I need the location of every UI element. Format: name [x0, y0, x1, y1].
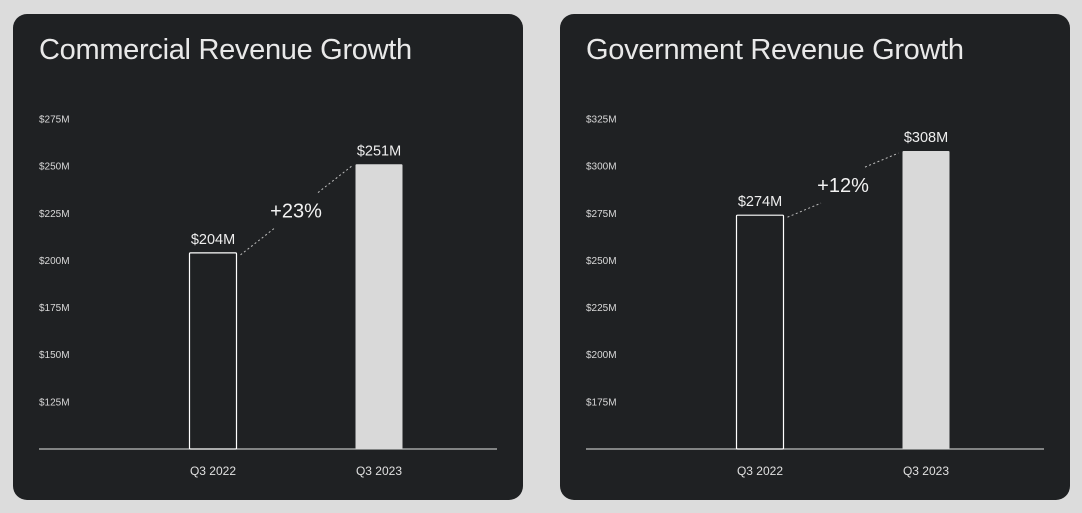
chart-title: Government Revenue Growth — [586, 34, 964, 66]
growth-percentage-label: +12% — [817, 175, 869, 197]
x-category-label: Q3 2023 — [356, 464, 402, 478]
bar-q3-2023 — [902, 151, 950, 450]
y-tick-label: $275M — [39, 115, 70, 126]
commercial-revenue-chart: $125M $150M $175M $200M $225M $250M $275M $204M… — [39, 115, 497, 478]
x-category-label: Q3 2022 — [190, 464, 236, 478]
y-tick-label: $200M — [39, 256, 70, 267]
y-tick-label: $250M — [586, 256, 617, 267]
bar-value-label: $308M — [904, 130, 948, 146]
growth-percentage-label: +23% — [270, 201, 322, 223]
growth-connector — [864, 152, 899, 168]
y-tick-label: $275M — [586, 209, 617, 220]
commercial-revenue-card: Commercial Revenue Growth $125M $150M $175… — [13, 14, 523, 500]
y-tick-label: $325M — [586, 115, 617, 126]
government-revenue-card: Government Revenue Growth $175M $200M $225… — [560, 14, 1070, 500]
bar-q3-2022 — [188, 252, 238, 450]
y-tick-label: $250M — [39, 162, 70, 173]
y-tick-label: $225M — [39, 209, 70, 220]
x-category-label: Q3 2022 — [737, 464, 783, 478]
government-revenue-chart: $175M $200M $225M $250M $275M $300M $325M $274M… — [586, 115, 1044, 478]
growth-connector — [240, 228, 275, 256]
y-tick-label: $225M — [586, 303, 617, 314]
bar-value-label: $204M — [191, 232, 235, 248]
y-tick-label: $200M — [586, 350, 617, 361]
bar-q3-2022 — [735, 214, 785, 450]
x-category-label: Q3 2023 — [903, 464, 949, 478]
y-tick-label: $125M — [39, 397, 70, 408]
bar-q3-2023 — [355, 164, 403, 449]
y-tick-label: $175M — [39, 303, 70, 314]
growth-connector — [787, 202, 822, 218]
bar-value-label: $251M — [357, 143, 401, 159]
y-tick-label: $300M — [586, 162, 617, 173]
y-tick-label: $175M — [586, 397, 617, 408]
bar-value-label: $274M — [738, 194, 782, 210]
growth-connector — [317, 165, 352, 193]
y-tick-label: $150M — [39, 350, 70, 361]
chart-title: Commercial Revenue Growth — [39, 34, 412, 66]
